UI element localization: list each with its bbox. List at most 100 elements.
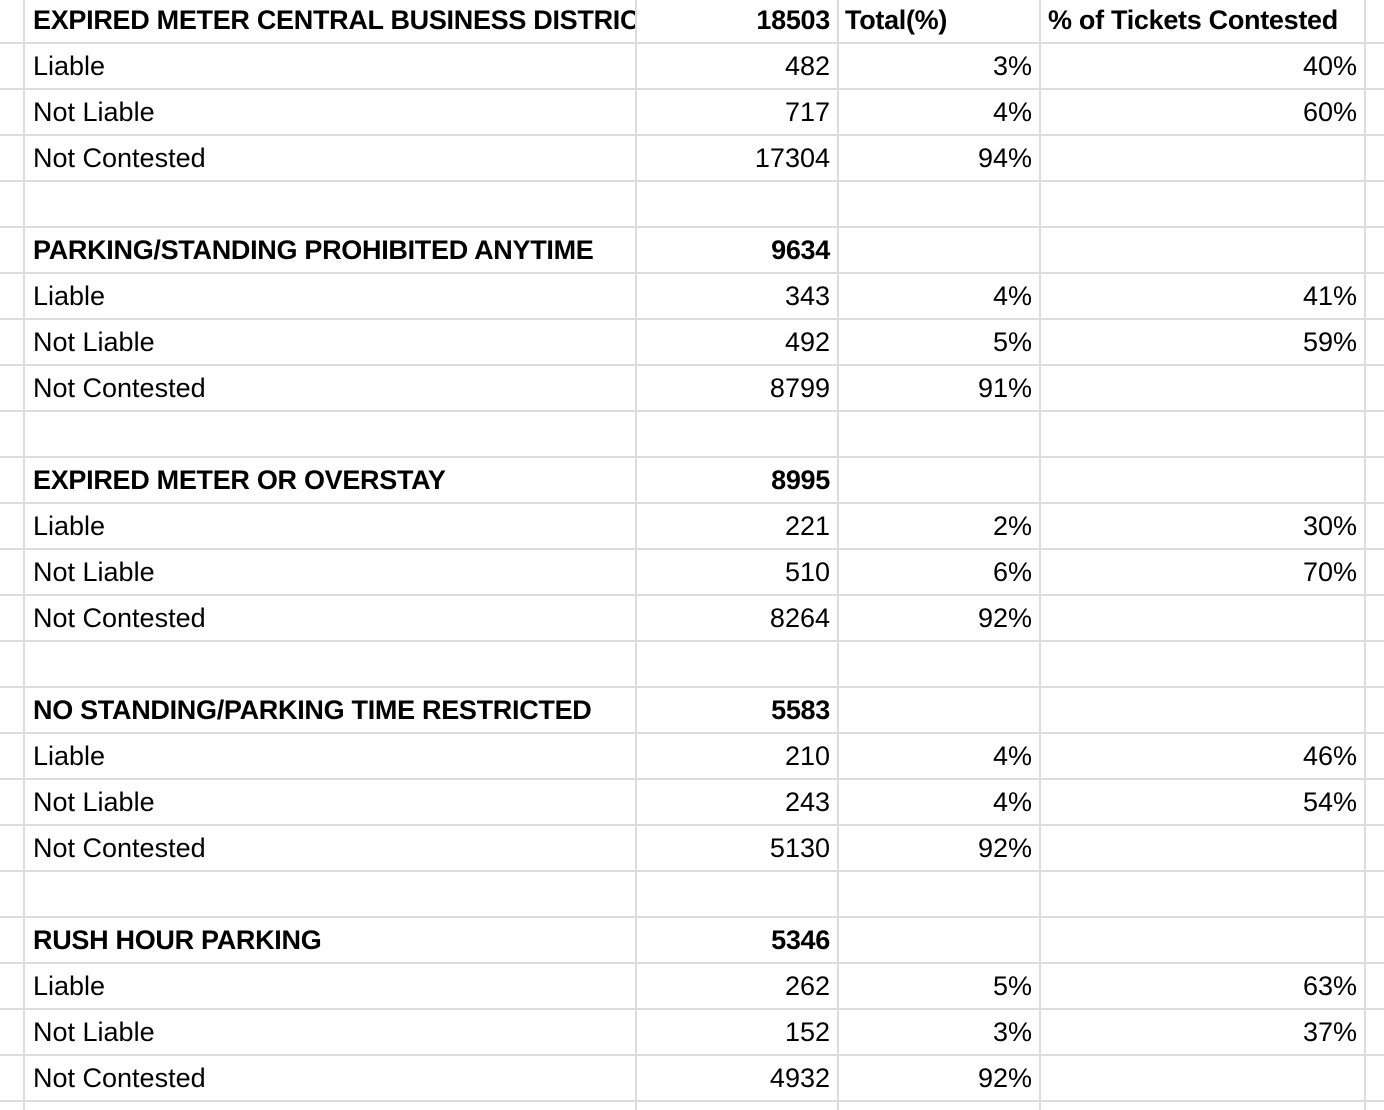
overflow-cell[interactable] xyxy=(1366,964,1384,1008)
total-pct-cell[interactable]: 4% xyxy=(839,274,1041,318)
status-label-cell[interactable]: Not Liable xyxy=(25,550,637,594)
row-gutter[interactable] xyxy=(0,136,25,180)
total-pct-cell[interactable]: 5% xyxy=(839,320,1041,364)
total-pct-header-cell[interactable] xyxy=(839,458,1041,502)
empty-cell[interactable] xyxy=(1041,412,1366,456)
empty-cell[interactable] xyxy=(637,872,839,916)
row-gutter[interactable] xyxy=(0,596,25,640)
section-total-cell[interactable]: 8995 xyxy=(637,458,839,502)
contested-pct-cell[interactable] xyxy=(1041,826,1366,870)
blank-row[interactable] xyxy=(0,412,1384,458)
table-row[interactable]: Not Liable 717 4% 60% xyxy=(0,90,1384,136)
empty-cell[interactable] xyxy=(25,642,637,686)
section-title-cell[interactable]: EXPIRED METER CENTRAL BUSINESS DISTRICT xyxy=(25,0,637,42)
empty-cell[interactable] xyxy=(839,642,1041,686)
section-total-cell[interactable]: 5346 xyxy=(637,918,839,962)
row-gutter[interactable] xyxy=(0,918,25,962)
count-cell[interactable]: 243 xyxy=(637,780,839,824)
row-gutter[interactable] xyxy=(0,642,25,686)
contested-pct-cell[interactable]: 30% xyxy=(1041,504,1366,548)
row-gutter[interactable] xyxy=(0,412,25,456)
total-pct-cell[interactable]: 4% xyxy=(839,734,1041,778)
overflow-cell[interactable] xyxy=(1366,642,1384,686)
overflow-cell[interactable] xyxy=(1366,182,1384,226)
total-pct-cell[interactable]: 2% xyxy=(839,504,1041,548)
row-gutter[interactable] xyxy=(0,320,25,364)
overflow-cell[interactable] xyxy=(1366,550,1384,594)
table-row[interactable]: Not Contested 4932 92% xyxy=(0,1056,1384,1102)
status-label-cell[interactable]: Not Contested xyxy=(25,366,637,410)
status-label-cell[interactable]: Not Liable xyxy=(25,90,637,134)
table-row[interactable]: Liable 210 4% 46% xyxy=(0,734,1384,780)
overflow-cell[interactable] xyxy=(1366,274,1384,318)
contested-pct-cell[interactable]: 59% xyxy=(1041,320,1366,364)
count-cell[interactable]: 482 xyxy=(637,44,839,88)
row-gutter[interactable] xyxy=(0,504,25,548)
contested-pct-cell[interactable]: 41% xyxy=(1041,274,1366,318)
overflow-cell[interactable] xyxy=(1366,826,1384,870)
contested-pct-cell[interactable]: 60% xyxy=(1041,90,1366,134)
row-gutter[interactable] xyxy=(0,90,25,134)
status-label-cell[interactable]: Not Contested xyxy=(25,1056,637,1100)
overflow-cell[interactable] xyxy=(1366,734,1384,778)
contested-pct-cell[interactable]: 40% xyxy=(1041,44,1366,88)
contested-pct-header-cell[interactable] xyxy=(1041,918,1366,962)
total-pct-cell[interactable]: 94% xyxy=(839,136,1041,180)
count-cell[interactable]: 210 xyxy=(637,734,839,778)
section-title-cell[interactable]: RUSH HOUR PARKING xyxy=(25,918,637,962)
row-gutter[interactable] xyxy=(0,366,25,410)
row-gutter[interactable] xyxy=(0,274,25,318)
empty-cell[interactable] xyxy=(25,182,637,226)
contested-pct-cell[interactable] xyxy=(1041,366,1366,410)
overflow-cell[interactable] xyxy=(1366,136,1384,180)
empty-cell[interactable] xyxy=(25,1102,637,1110)
section-total-cell[interactable]: 5583 xyxy=(637,688,839,732)
count-cell[interactable]: 17304 xyxy=(637,136,839,180)
total-pct-header-cell[interactable] xyxy=(839,688,1041,732)
overflow-cell[interactable] xyxy=(1366,918,1384,962)
status-label-cell[interactable]: Not Contested xyxy=(25,136,637,180)
table-row[interactable]: Not Contested 8264 92% xyxy=(0,596,1384,642)
status-label-cell[interactable]: Not Contested xyxy=(25,596,637,640)
overflow-cell[interactable] xyxy=(1366,320,1384,364)
count-cell[interactable]: 5130 xyxy=(637,826,839,870)
table-row[interactable]: Not Contested 8799 91% xyxy=(0,366,1384,412)
section-title-cell[interactable]: PARKING/STANDING PROHIBITED ANYTIME xyxy=(25,228,637,272)
contested-pct-cell[interactable] xyxy=(1041,596,1366,640)
count-cell[interactable]: 221 xyxy=(637,504,839,548)
total-pct-header-cell[interactable] xyxy=(839,228,1041,272)
status-label-cell[interactable]: Liable xyxy=(25,964,637,1008)
overflow-cell[interactable] xyxy=(1366,90,1384,134)
total-pct-cell[interactable]: 4% xyxy=(839,780,1041,824)
table-row[interactable]: Not Contested 17304 94% xyxy=(0,136,1384,182)
total-pct-cell[interactable]: 3% xyxy=(839,44,1041,88)
overflow-cell[interactable] xyxy=(1366,0,1384,42)
section-total-cell[interactable]: 18503 xyxy=(637,0,839,42)
table-row[interactable]: Liable 262 5% 63% xyxy=(0,964,1384,1010)
overflow-cell[interactable] xyxy=(1366,458,1384,502)
total-pct-cell[interactable]: 5% xyxy=(839,964,1041,1008)
overflow-cell[interactable] xyxy=(1366,366,1384,410)
table-row[interactable]: Not Liable 243 4% 54% xyxy=(0,780,1384,826)
contested-pct-cell[interactable]: 46% xyxy=(1041,734,1366,778)
overflow-cell[interactable] xyxy=(1366,780,1384,824)
row-gutter[interactable] xyxy=(0,0,25,42)
contested-pct-cell[interactable]: 37% xyxy=(1041,1010,1366,1054)
contested-pct-header-cell[interactable] xyxy=(1041,458,1366,502)
contested-pct-cell[interactable] xyxy=(1041,1056,1366,1100)
count-cell[interactable]: 492 xyxy=(637,320,839,364)
section-header-row[interactable]: EXPIRED METER CENTRAL BUSINESS DISTRICT 1… xyxy=(0,0,1384,44)
contested-pct-cell[interactable] xyxy=(1041,136,1366,180)
empty-cell[interactable] xyxy=(25,412,637,456)
row-gutter[interactable] xyxy=(0,964,25,1008)
overflow-cell[interactable] xyxy=(1366,596,1384,640)
row-gutter[interactable] xyxy=(0,780,25,824)
empty-cell[interactable] xyxy=(637,642,839,686)
status-label-cell[interactable]: Liable xyxy=(25,274,637,318)
overflow-cell[interactable] xyxy=(1366,1102,1384,1110)
table-row[interactable]: Not Contested 5130 92% xyxy=(0,826,1384,872)
contested-pct-cell[interactable]: 54% xyxy=(1041,780,1366,824)
row-gutter[interactable] xyxy=(0,1056,25,1100)
status-label-cell[interactable]: Liable xyxy=(25,734,637,778)
section-title-cell[interactable]: EXPIRED METER OR OVERSTAY xyxy=(25,458,637,502)
